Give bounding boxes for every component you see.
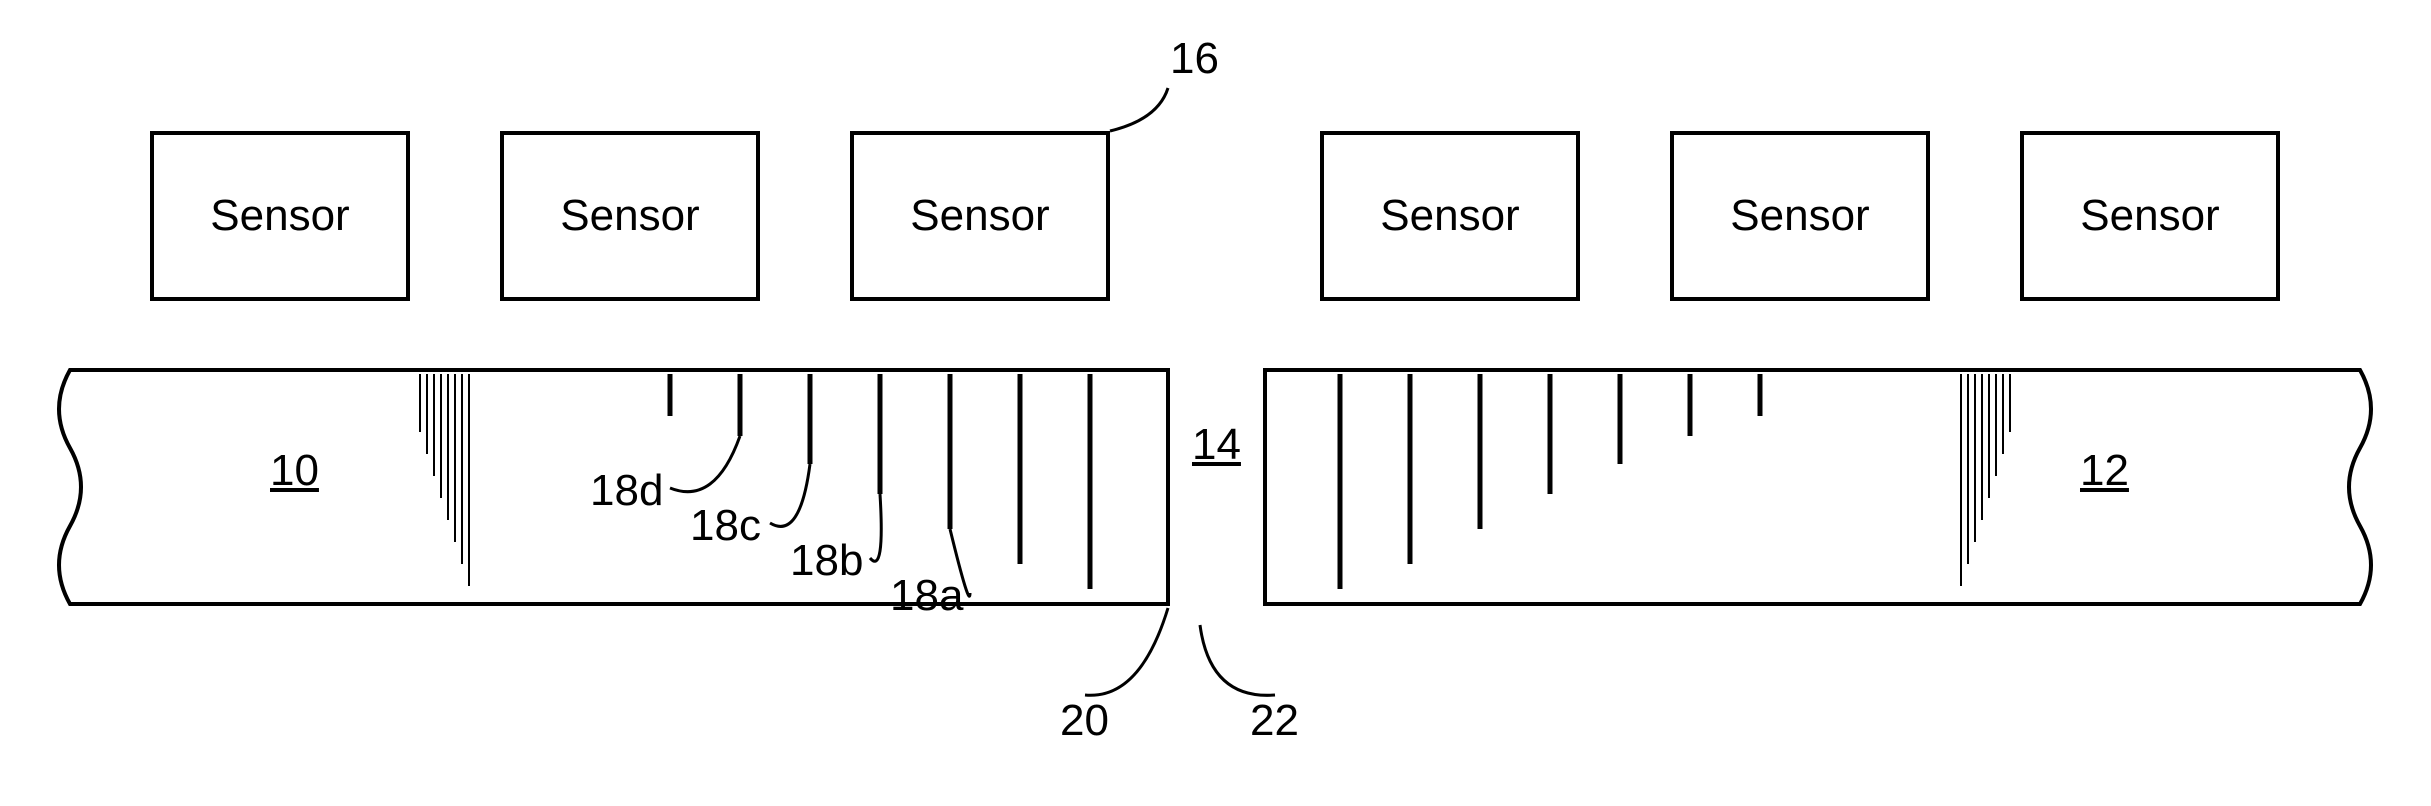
sensor-box: Sensor <box>150 131 410 301</box>
diagram-svg <box>0 0 2431 806</box>
right-beam <box>1265 370 2371 604</box>
sensor-label: Sensor <box>1730 191 1869 241</box>
beam-ref: 14 <box>1192 420 1241 470</box>
ref-16: 16 <box>1170 34 1219 84</box>
slot-ref-label: 18d <box>590 466 663 516</box>
sensor-label: Sensor <box>1380 191 1519 241</box>
leader-line <box>670 436 740 492</box>
sensor-box: Sensor <box>1670 131 1930 301</box>
sensor-label: Sensor <box>210 191 349 241</box>
sensor-label: Sensor <box>2080 191 2219 241</box>
beam-ref: 12 <box>2080 446 2129 496</box>
slot-ref-label: 18a <box>890 571 963 621</box>
diagram-canvas: Sensor Sensor Sensor Sensor Sensor Sensor 18d 1… <box>0 0 2431 806</box>
ref-bottom: 22 <box>1250 696 1299 746</box>
leader-line <box>1110 88 1168 131</box>
leader-line <box>770 464 810 526</box>
sensor-box: Sensor <box>1320 131 1580 301</box>
slot-ref-label: 18c <box>690 501 761 551</box>
sensor-label: Sensor <box>560 191 699 241</box>
sensor-box: Sensor <box>2020 131 2280 301</box>
ref-bottom: 20 <box>1060 696 1109 746</box>
leader-line <box>1085 608 1168 695</box>
sensor-box: Sensor <box>850 131 1110 301</box>
sensor-label: Sensor <box>910 191 1049 241</box>
slot-ref-label: 18b <box>790 536 863 586</box>
sensor-box: Sensor <box>500 131 760 301</box>
leader-line <box>870 494 881 561</box>
beam-ref: 10 <box>270 446 319 496</box>
leader-line <box>1200 625 1275 695</box>
